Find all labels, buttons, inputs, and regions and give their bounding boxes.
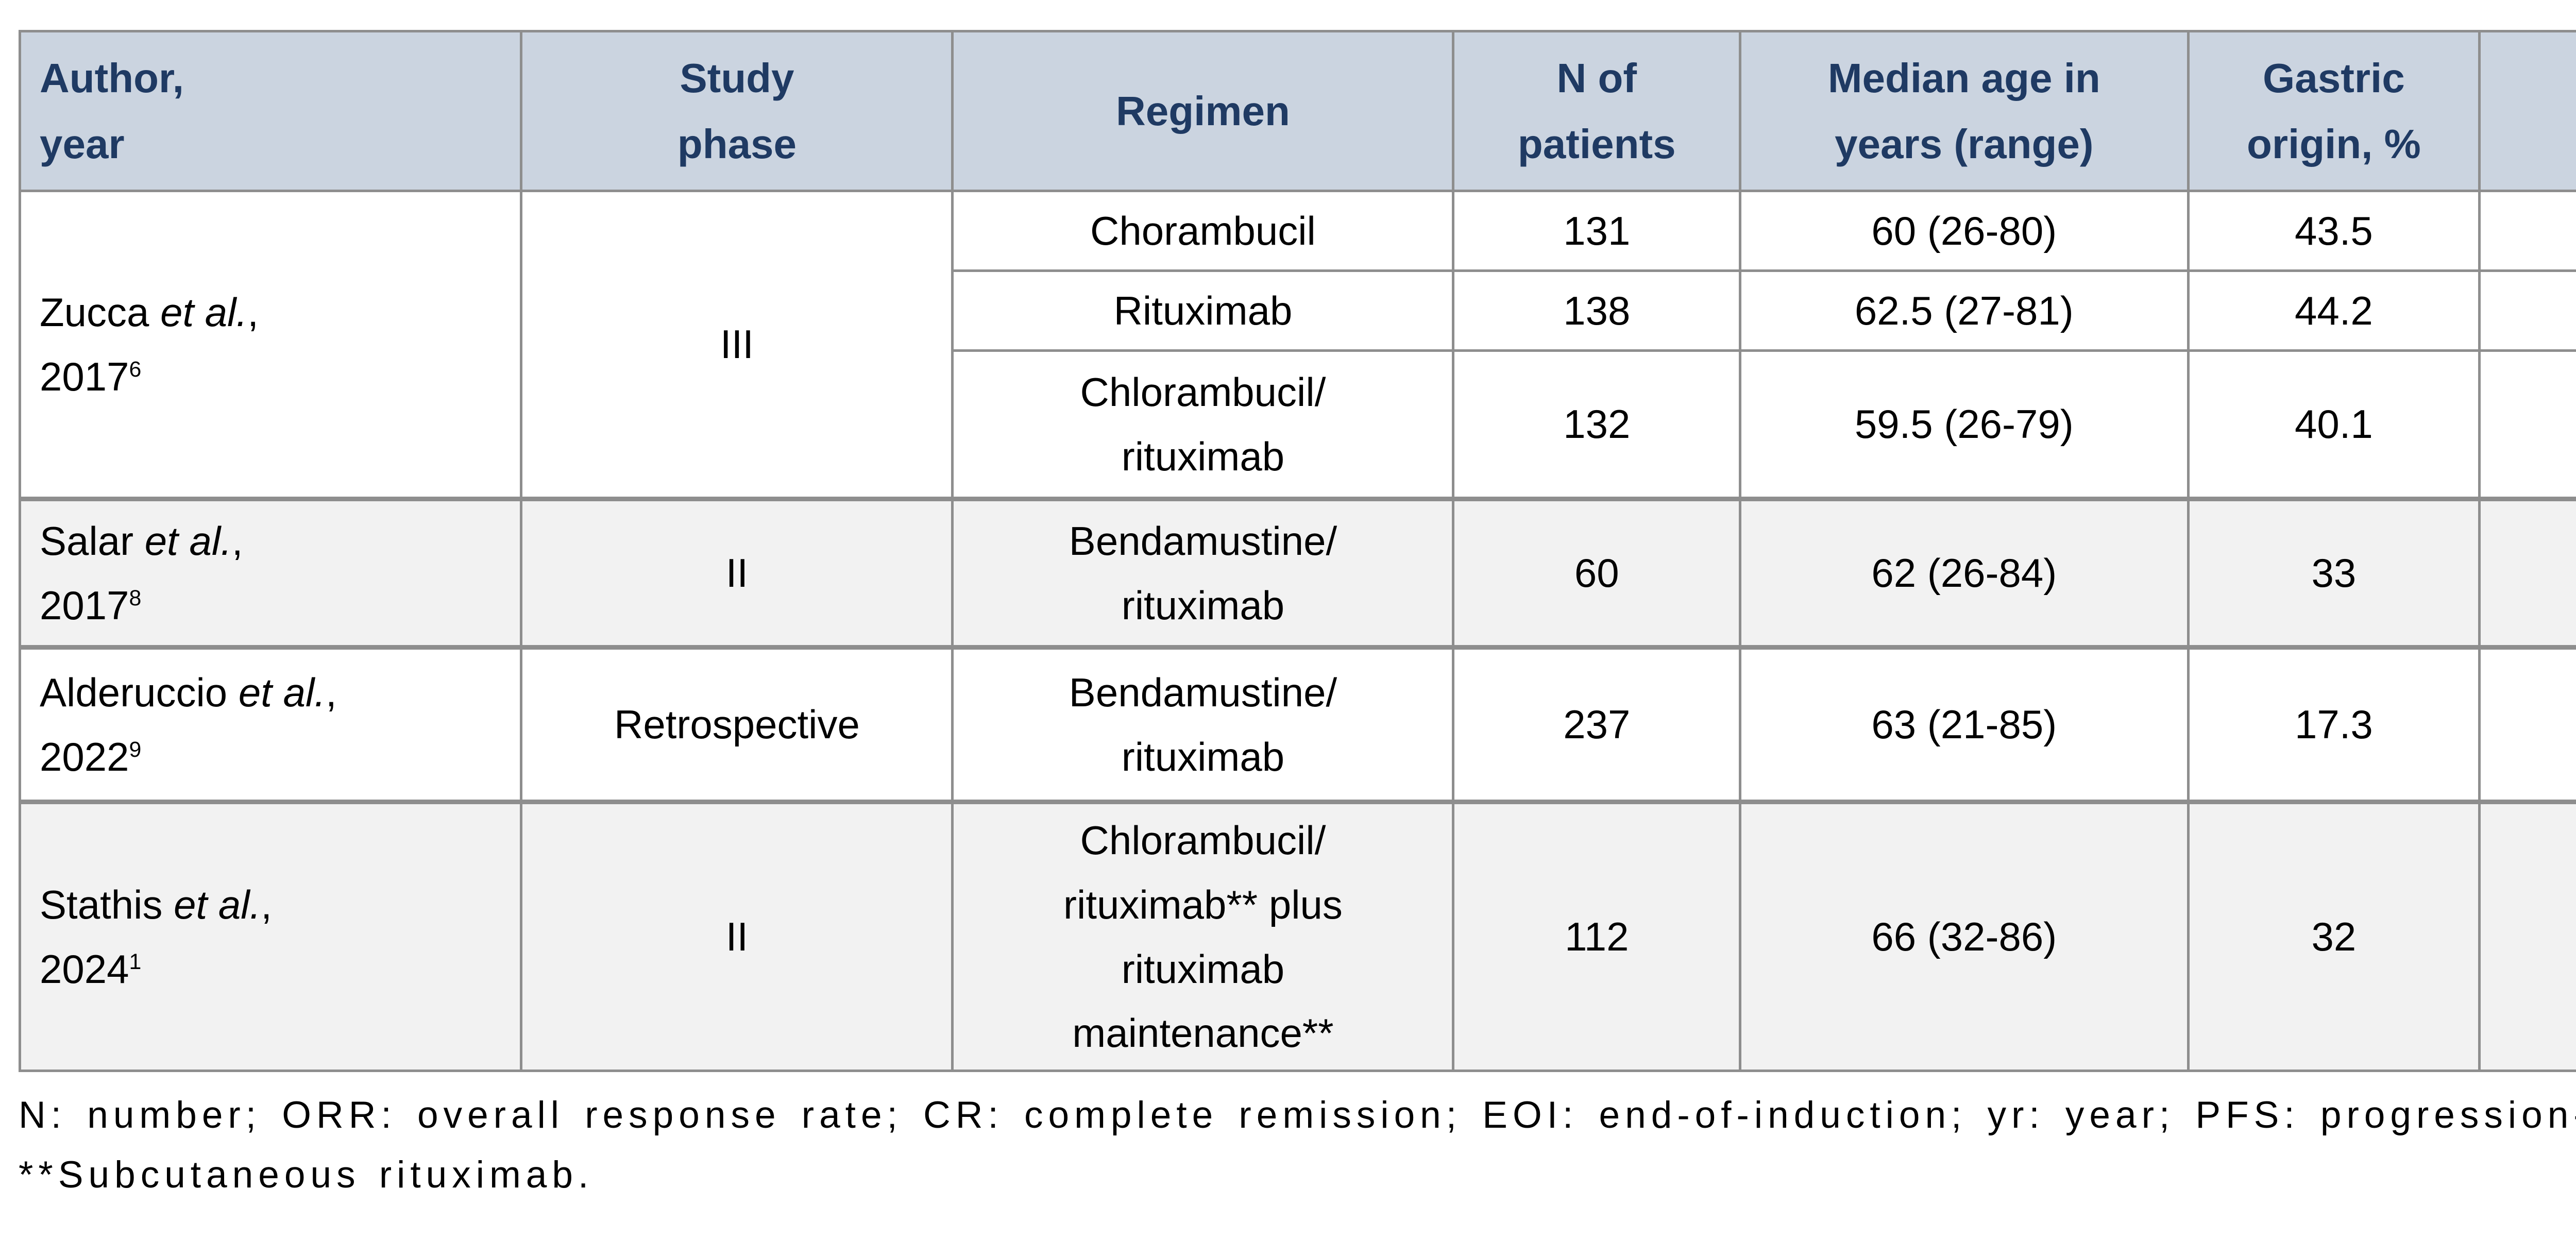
gastric-cell: 40.1 [2187,349,2481,500]
col-header-regimen: Regimen [951,30,1455,192]
clinical-studies-table: Author, year Study phase Regimen N of patie… [18,30,2576,1073]
gastric-cell: 44.2 [2187,269,2481,352]
n-cell: 112 [1452,799,1742,1073]
table-row: Chlorambucil/rituximab 132 59.5 (26-79) … [20,349,2576,500]
stage-cell: 75.5 [2478,645,2576,803]
regimen-cell: Chlorambucil/rituximab [951,349,1455,500]
table-footnote: N: number; ORR: overall response rate; C… [19,1094,2576,1196]
stage-cell: 45.6 [2478,269,2576,352]
regimen-cell: Rituximab [951,269,1455,352]
author-cell: Zucca et al., 20176 [18,190,523,500]
age-cell: 63 (21-85) [1739,645,2190,803]
reference-superscript: 1 [129,949,142,974]
table-row: Alderuccio et al., 20229 Retrospective Be… [18,645,2576,803]
col-header-study-phase: Study phase [520,30,954,192]
n-cell: 138 [1452,269,1742,352]
author-cell: Stathis et al., 20241 [18,799,523,1073]
phase-cell: II [520,799,954,1073]
table-row: Stathis et al., 20241 II Chlorambucil/rit… [18,799,2576,1073]
regimen-cell: Chorambucil [951,190,1455,272]
header-row: Author, year Study phase Regimen N of patie… [18,30,2576,192]
phase-cell: III [520,190,954,500]
col-header-n-patients: N of patients [1452,30,1742,192]
phase-cell: II [520,497,954,649]
regimen-cell: Chlorambucil/rituximab** plus rituximab ma… [951,799,1455,1073]
n-cell: 131 [1452,190,1742,272]
n-cell: 237 [1452,645,1742,803]
author-cell: Alderuccio et al., 20229 [18,645,523,803]
n-cell: 60 [1452,497,1742,649]
col-header-author-year: Author, year [18,30,523,192]
gastric-cell: 43.5 [2187,190,2481,272]
table-row: Salar et al., 20178 II Bendamustine/ritux… [18,497,2576,649]
col-header-gastric-origin: Gastric origin, % [2187,30,2481,192]
table-row: Rituximab 138 62.5 (27-81) 44.2 45.6 78.… [20,269,2576,352]
regimen-cell: Bendamustine/rituximab [951,497,1455,649]
regimen-cell: Bendamustine/rituximab [951,645,1455,803]
reference-superscript: 9 [129,737,142,762]
age-cell: 66 (32-86) [1739,799,2190,1073]
stage-cell: 40.6 [2478,190,2576,272]
reference-superscript: 6 [129,357,142,382]
col-header-median-age: Median age in years (range) [1739,30,2190,192]
stage-cell: 56 [2478,799,2576,1073]
age-cell: 59.5 (26-79) [1739,349,2190,500]
age-cell: 60 (26-80) [1739,190,2190,272]
phase-cell: Retrospective [520,645,954,803]
age-cell: 62 (26-84) [1739,497,2190,649]
age-cell: 62.5 (27-81) [1739,269,2190,352]
gastric-cell: 33 [2187,497,2481,649]
stage-cell: 44.7 [2478,349,2576,500]
reference-superscript: 8 [129,585,142,610]
stage-cell: 34 [2478,497,2576,649]
gastric-cell: 17.3 [2187,645,2481,803]
author-cell: Salar et al., 20178 [18,497,523,649]
gastric-cell: 32 [2187,799,2481,1073]
col-header-stage: StageIII–IV, % [2478,30,2576,192]
table-row: Zucca et al., 20176 III Chorambucil 131 6… [18,190,2576,500]
n-cell: 132 [1452,349,1742,500]
